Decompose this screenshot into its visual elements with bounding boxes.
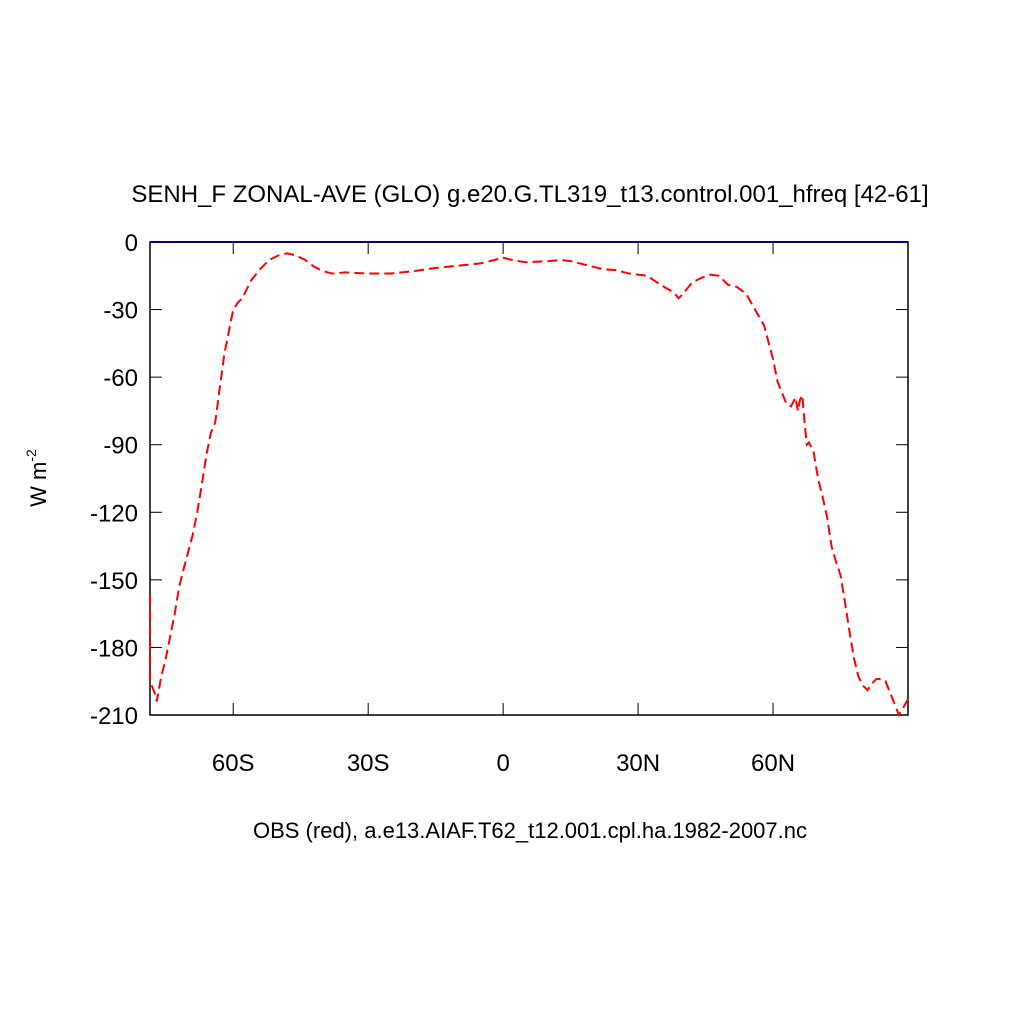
- y-tick-label: 0: [125, 230, 138, 257]
- data-line: [149, 252, 909, 718]
- x-tick-label: 60N: [751, 750, 795, 777]
- y-tick-label: -120: [90, 500, 138, 527]
- x-tick-label: 0: [496, 750, 509, 777]
- y-tick-label: -90: [103, 433, 138, 460]
- x-axis-label: OBS (red), a.e13.AIAF.T62_t12.001.cpl.ha…: [253, 818, 807, 843]
- y-tick-label: -210: [90, 703, 138, 730]
- x-tick-label: 60S: [212, 750, 255, 777]
- plot-frame: [149, 241, 909, 716]
- y-axis-label-superscript: -2: [23, 449, 39, 462]
- y-tick-label: -180: [90, 635, 138, 662]
- y-axis-label-text: W m: [26, 462, 51, 507]
- x-tick-label: 30S: [347, 750, 390, 777]
- y-tick-label: -30: [103, 298, 138, 325]
- chart-title: SENH_F ZONAL-AVE (GLO) g.e20.G.TL319_t13…: [131, 181, 928, 208]
- x-tick-label: 30N: [616, 750, 660, 777]
- y-tick-label: -150: [90, 568, 138, 595]
- y-axis-label: W m-2: [23, 449, 51, 507]
- y-tick-label: -60: [103, 365, 138, 392]
